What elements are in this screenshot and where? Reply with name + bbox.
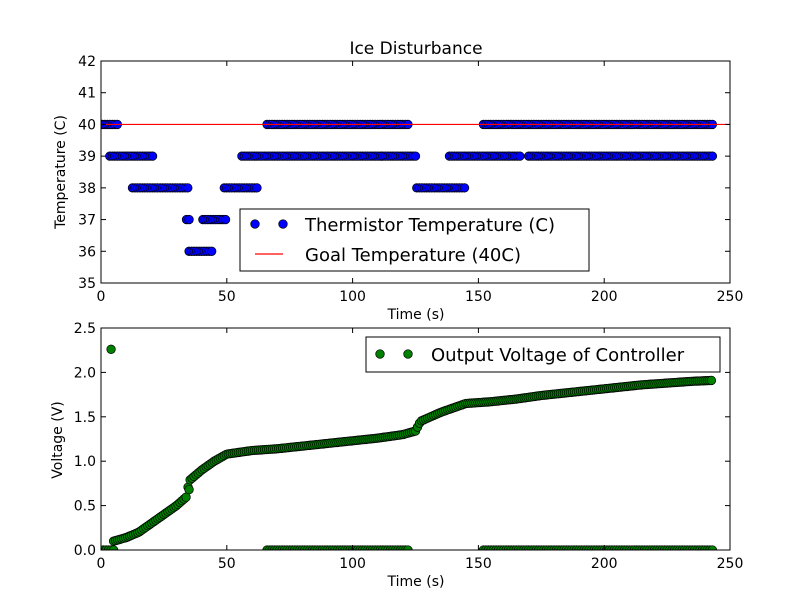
voltage-point	[403, 545, 413, 550]
x-tick-label: 100	[339, 289, 366, 305]
x-tick-label: 200	[591, 556, 618, 572]
thermistor-point	[147, 151, 158, 161]
y-tick-label: 1.0	[74, 454, 96, 470]
y-tick-label: 41	[78, 86, 96, 102]
y-axis-label: Voltage (V)	[50, 401, 66, 478]
temperature-ticks: 0 50 100 150 200 250 35 36 37 38 39 40 41 42	[78, 54, 743, 305]
voltage-point	[106, 344, 116, 354]
legend-marker-voltage	[375, 349, 385, 359]
y-tick-label: 38	[78, 181, 96, 197]
legend-marker-voltage	[403, 349, 413, 359]
x-tick-label: 150	[465, 289, 492, 305]
thermistor-point	[184, 214, 194, 225]
y-tick-label: 39	[78, 149, 96, 165]
x-axis-label: Time (s)	[387, 307, 445, 323]
x-tick-label: 50	[218, 556, 236, 572]
temperature-legend: Thermistor Temperature (C) Goal Temperat…	[239, 208, 590, 272]
thermistor-point	[252, 183, 262, 193]
y-tick-label: 42	[78, 54, 96, 70]
temperature-chart: Ice Disturbance 0 50 100 150 200 250 35 36 37 38 3…	[53, 39, 743, 323]
x-tick-label: 100	[339, 556, 366, 572]
y-tick-label: 35	[78, 276, 96, 292]
plot-frame	[100, 327, 731, 551]
x-tick-label: 250	[717, 289, 744, 305]
thermistor-point	[515, 151, 525, 161]
y-tick-label: 0.5	[74, 499, 96, 515]
y-tick-label: 40	[78, 117, 96, 133]
voltage-legend: Output Voltage of Controller	[365, 336, 721, 373]
y-tick-label: 1.5	[74, 410, 96, 426]
voltage-point	[184, 484, 194, 495]
voltage-marks	[101, 344, 718, 550]
y-tick-label: 2.5	[74, 321, 96, 337]
voltage-ticks: 0 50 100 150 200 250 0.0 0.5 1.0 1.5 2.0 2.5	[74, 321, 744, 572]
legend-box	[239, 208, 590, 272]
legend-label-thermistor: Thermistor Temperature (C)	[304, 215, 555, 236]
temperature-marks	[101, 119, 730, 256]
legend-label-goal: Goal Temperature (40C)	[305, 245, 521, 266]
plot-frame	[100, 60, 731, 284]
voltage-point	[108, 545, 119, 550]
x-tick-label: 50	[218, 289, 236, 305]
y-tick-label: 0.0	[74, 543, 96, 559]
x-tick-label: 0	[97, 556, 106, 572]
x-tick-label: 150	[465, 556, 492, 572]
legend-marker-thermistor	[250, 219, 260, 229]
thermistor-point	[207, 246, 217, 256]
chart-title: Ice Disturbance	[349, 39, 482, 59]
y-axis-label: Temperature (C)	[53, 115, 69, 230]
thermistor-point	[410, 151, 421, 161]
voltage-point	[706, 375, 717, 386]
legend-label-voltage: Output Voltage of Controller	[431, 345, 685, 366]
x-tick-label: 200	[591, 289, 618, 305]
voltage-chart: 0 50 100 150 200 250 0.0 0.5 1.0 1.5 2.0 2.5 Time (…	[50, 321, 743, 590]
x-axis-label: Time (s)	[387, 574, 445, 590]
y-tick-label: 36	[78, 244, 96, 260]
thermistor-point	[220, 214, 231, 225]
voltage-point	[707, 545, 718, 550]
x-tick-label: 250	[717, 556, 744, 572]
thermistor-point	[459, 183, 470, 193]
y-tick-label: 2.0	[74, 365, 96, 381]
x-tick-label: 0	[97, 289, 106, 305]
y-tick-label: 37	[78, 213, 96, 229]
legend-marker-thermistor	[278, 219, 288, 229]
thermistor-point	[707, 151, 718, 161]
legend-box	[365, 336, 721, 373]
thermistor-point	[183, 183, 193, 193]
